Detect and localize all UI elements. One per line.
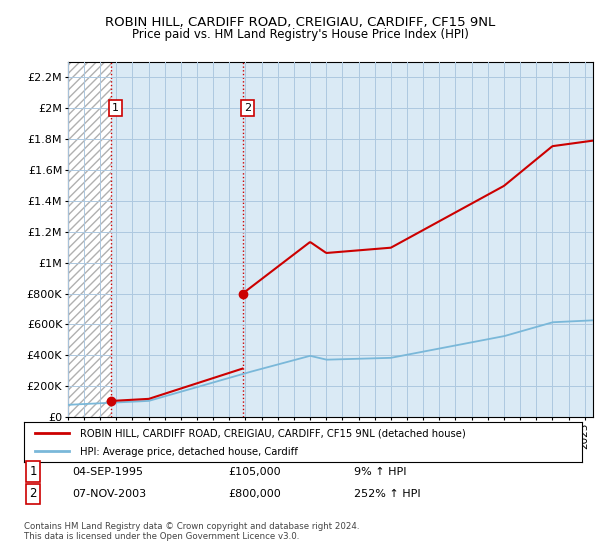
Text: 1: 1 [29, 465, 37, 478]
Text: £105,000: £105,000 [228, 466, 281, 477]
Text: 252% ↑ HPI: 252% ↑ HPI [354, 489, 421, 499]
Bar [68, 62, 111, 417]
Text: 2: 2 [29, 487, 37, 501]
Text: HPI: Average price, detached house, Cardiff: HPI: Average price, detached house, Card… [80, 446, 298, 456]
Bar [111, 62, 593, 417]
Text: 9% ↑ HPI: 9% ↑ HPI [354, 466, 407, 477]
Text: Contains HM Land Registry data © Crown copyright and database right 2024.
This d: Contains HM Land Registry data © Crown c… [24, 522, 359, 542]
Text: 2: 2 [244, 103, 251, 113]
Text: ROBIN HILL, CARDIFF ROAD, CREIGIAU, CARDIFF, CF15 9NL (detached house): ROBIN HILL, CARDIFF ROAD, CREIGIAU, CARD… [80, 429, 466, 439]
Text: ROBIN HILL, CARDIFF ROAD, CREIGIAU, CARDIFF, CF15 9NL: ROBIN HILL, CARDIFF ROAD, CREIGIAU, CARD… [105, 16, 495, 29]
Text: £800,000: £800,000 [228, 489, 281, 499]
Text: 04-SEP-1995: 04-SEP-1995 [72, 466, 143, 477]
Text: Price paid vs. HM Land Registry's House Price Index (HPI): Price paid vs. HM Land Registry's House … [131, 28, 469, 41]
Text: 1: 1 [112, 103, 119, 113]
Text: 07-NOV-2003: 07-NOV-2003 [72, 489, 146, 499]
